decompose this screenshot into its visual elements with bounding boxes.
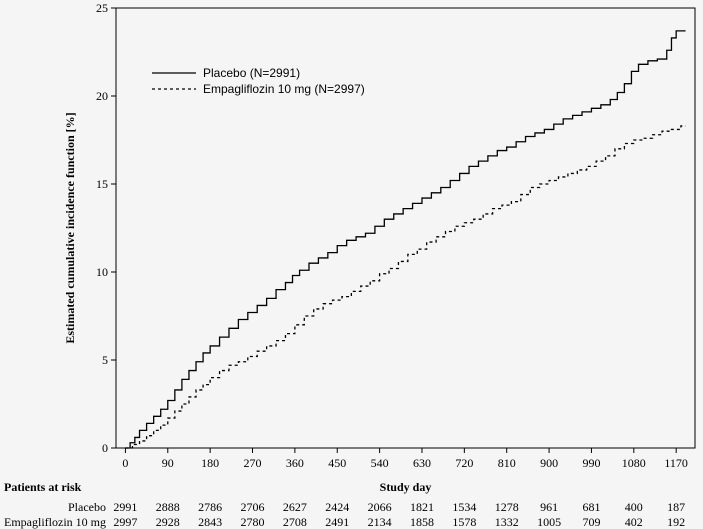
risk-cell: 681: [582, 500, 600, 514]
x-tick-label: 900: [540, 456, 558, 470]
y-tick-label: 25: [96, 1, 108, 15]
risk-cell: 400: [625, 500, 643, 514]
risk-cell: 2706: [241, 500, 265, 514]
risk-cell: 2928: [156, 515, 180, 529]
axes: 0 5 10 15 20 25 0 90 180 270 360 450 540 630 720 810 900…: [63, 1, 696, 470]
x-tick-label: 630: [413, 456, 431, 470]
risk-cell: 1578: [452, 515, 476, 529]
x-tick-label: 450: [328, 456, 346, 470]
risk-cell: 2066: [368, 500, 392, 514]
x-tick-label: 540: [371, 456, 389, 470]
x-axis-title: Study day: [380, 480, 432, 494]
legend-label: Placebo (N=2991): [203, 66, 300, 80]
x-tick-label: 270: [244, 456, 262, 470]
risk-cell: 2843: [198, 515, 222, 529]
risk-cell: 1005: [537, 515, 561, 529]
series-line-placebo: [125, 30, 686, 449]
y-tick-label: 15: [96, 177, 108, 191]
risk-cell: 187: [667, 500, 685, 514]
legend-label: Empagliflozin 10 mg (N=2997): [203, 82, 365, 96]
risk-cell: 1332: [495, 515, 519, 529]
risk-cell: 2888: [156, 500, 180, 514]
risk-cell: 709: [582, 515, 600, 529]
series-layer: [125, 30, 686, 449]
risk-cell: 2491: [325, 515, 349, 529]
y-tick-label: 5: [102, 353, 108, 367]
risk-cell: 2991: [113, 500, 137, 514]
y-tick-label: 0: [102, 441, 108, 455]
risk-row-label: Placebo: [68, 500, 106, 514]
risk-cell: 1858: [410, 515, 434, 529]
x-tick-label: 1080: [622, 456, 646, 470]
risk-cell: 1821: [410, 500, 434, 514]
x-tick-label: 360: [286, 456, 304, 470]
risk-row-label: Empagliflozin 10 mg: [4, 515, 106, 529]
risk-cell: 402: [625, 515, 643, 529]
plot-frame: [115, 7, 696, 449]
risk-cell: 1534: [452, 500, 476, 514]
legend: Placebo (N=2991) Empagliflozin 10 mg (N=2…: [152, 66, 365, 96]
x-tick-label: 720: [455, 456, 473, 470]
risk-cell: 192: [667, 515, 685, 529]
risk-cell: 961: [540, 500, 558, 514]
series-line-empagliflozin: [125, 125, 686, 449]
risk-cell: 2786: [198, 500, 222, 514]
x-tick-label: 810: [498, 456, 516, 470]
risk-cell: 1278: [495, 500, 519, 514]
risk-cell: 2134: [368, 515, 392, 529]
risk-cell: 2997: [113, 515, 137, 529]
x-tick-label: 990: [582, 456, 600, 470]
y-axis-title: Estimated cumulative incidence function …: [63, 112, 77, 343]
risk-cell: 2424: [325, 500, 349, 514]
x-tick-label: 90: [162, 456, 174, 470]
risk-table-header: Patients at risk: [4, 480, 82, 494]
x-tick-label: 180: [201, 456, 219, 470]
risk-table: Patients at risk Study day Placebo 2991 2888…: [4, 480, 685, 529]
y-tick-label: 20: [96, 89, 108, 103]
y-tick-label: 10: [96, 265, 108, 279]
x-tick-label: 1170: [664, 456, 688, 470]
risk-cell: 2780: [241, 515, 265, 529]
risk-cell: 2627: [283, 500, 307, 514]
risk-cell: 2708: [283, 515, 307, 529]
x-tick-label: 0: [122, 456, 128, 470]
